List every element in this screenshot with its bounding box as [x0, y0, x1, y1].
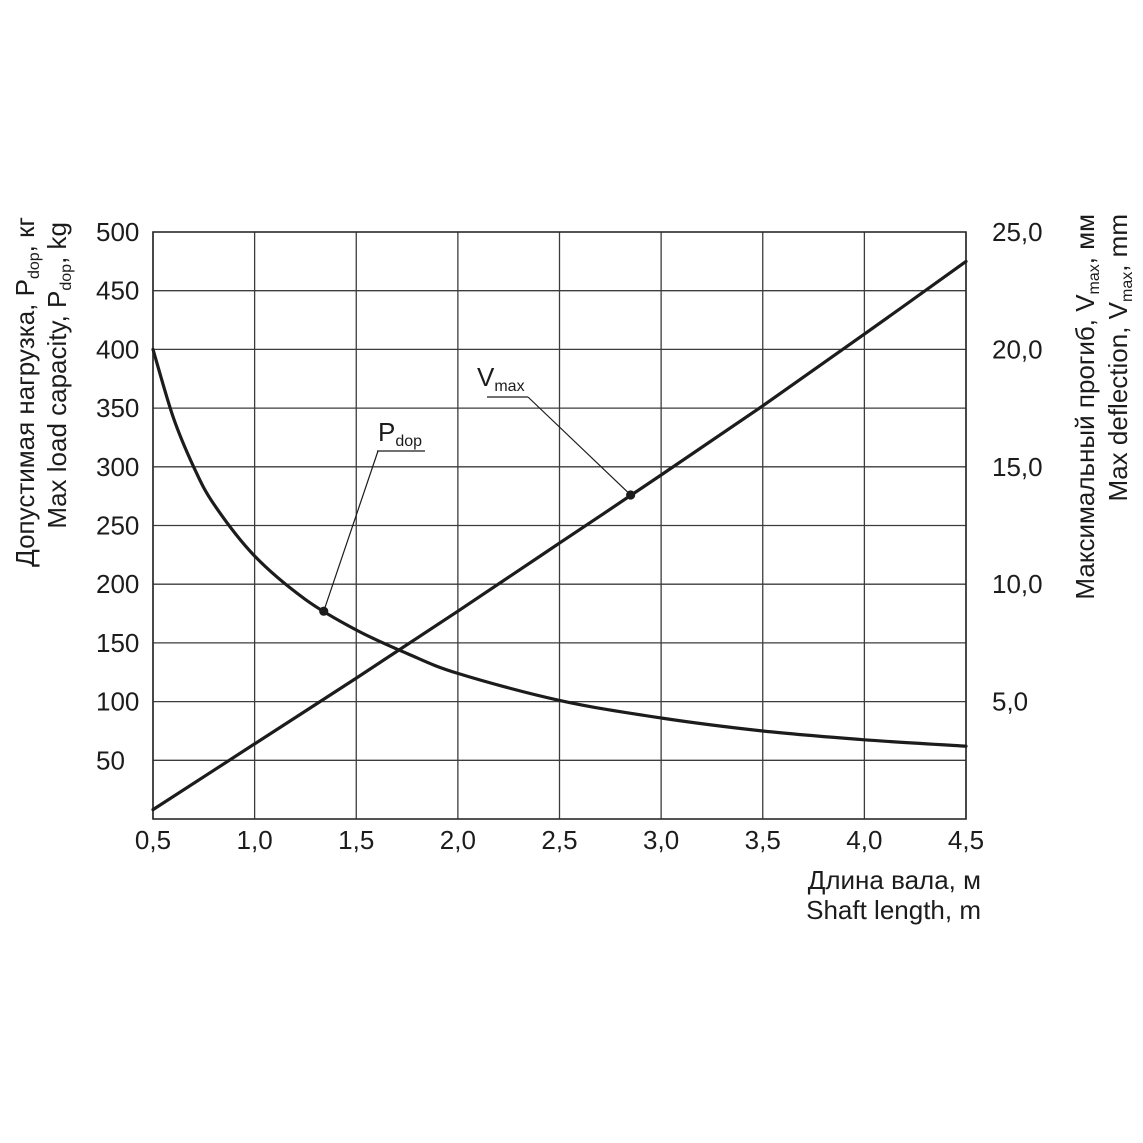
- y-left-axis-title-en-sub: dop: [58, 264, 75, 291]
- x-tick-label: 0,5: [135, 825, 171, 855]
- y-left-axis-title-ru-unit: , кг: [10, 217, 40, 252]
- y-left-tick-label: 150: [96, 628, 139, 658]
- x-tick-label: 2,0: [440, 825, 476, 855]
- x-tick-label: 2,5: [541, 825, 577, 855]
- y-left-tick-label: 100: [96, 687, 139, 717]
- annotation-v-sub: max: [494, 378, 524, 395]
- series-p-dop: [151, 347, 968, 748]
- x-axis-title-ru: Длина вала, м: [808, 865, 981, 895]
- y-left-axis-title-ru-sub: dop: [26, 252, 43, 279]
- series-line: [151, 259, 968, 812]
- series-layer: [151, 259, 968, 812]
- annotation-leader-line: [527, 396, 632, 496]
- y-left-tick-label: 250: [96, 511, 139, 541]
- y-right-axis-title-en-main: Max deflection, V: [1103, 301, 1133, 501]
- x-tick-label: 1,5: [338, 825, 374, 855]
- y-left-tick-label: 350: [96, 393, 139, 423]
- y-left-axis-title-en-unit: , kg: [42, 222, 72, 264]
- x-tick-labels: 0,5 1,0 1,5 2,0 2,5 3,0 3,5 4,0 4,5: [135, 825, 984, 855]
- series-marker-point: [319, 606, 329, 616]
- y-left-tick-label: 500: [96, 217, 139, 247]
- y-right-axis-title-ru-sub: max: [1086, 264, 1103, 294]
- annotation-p-main: P: [378, 417, 395, 447]
- y-left-axis-title-en-main: Max load capacity, P: [42, 291, 72, 529]
- annotation-label-v-max: Vmax: [477, 362, 525, 395]
- y-left-tick-label: 450: [96, 276, 139, 306]
- y-right-tick-label: 25,0: [992, 217, 1043, 247]
- y-left-axis-title-ru-main: Допустимая нагрузка, P: [10, 279, 40, 567]
- y-right-axis-title-ru: Максимальный прогиб, Vmax, мм: [1070, 214, 1103, 600]
- plot-border: [152, 231, 967, 820]
- x-tick-label: 1,0: [237, 825, 273, 855]
- y-right-axis-title-ru-unit: , мм: [1070, 214, 1100, 264]
- y-left-tick-label: 400: [96, 334, 139, 364]
- y-right-tick-label: 10,0: [992, 569, 1043, 599]
- annotations: Pdop Vmax: [377, 362, 528, 452]
- series-v-max: [151, 259, 968, 812]
- annotation-leader-line: [323, 450, 379, 612]
- y-left-tick-label: 300: [96, 452, 139, 482]
- y-left-tick-label: 50: [96, 745, 125, 775]
- series-line: [151, 347, 968, 748]
- y-right-axis-title-en: Max deflection, Vmax, mm: [1103, 214, 1136, 501]
- x-tick-label: 3,5: [745, 825, 781, 855]
- y-right-axis-title-en-unit: , mm: [1103, 214, 1133, 272]
- annotation-p-sub: dop: [395, 433, 422, 450]
- x-tick-label: 4,5: [948, 825, 984, 855]
- grid: [152, 232, 967, 819]
- y-right-tick-labels: 5,0 10,0 15,0 20,0 25,0: [992, 217, 1043, 717]
- y-left-axis-title-en: Max load capacity, Pdop, kg: [42, 222, 75, 529]
- y-left-tick-label: 200: [96, 569, 139, 599]
- x-tick-label: 3,0: [643, 825, 679, 855]
- annotation-label-p-dop: Pdop: [378, 417, 422, 450]
- x-axis-title-en: Shaft length, m: [806, 895, 981, 925]
- y-right-axis-title-en-sub: max: [1119, 272, 1136, 302]
- y-right-tick-label: 20,0: [992, 334, 1043, 364]
- y-right-axis-title-ru-main: Максимальный прогиб, V: [1070, 294, 1100, 600]
- annotation-v-main: V: [477, 362, 495, 392]
- y-right-tick-label: 15,0: [992, 452, 1043, 482]
- y-right-tick-label: 5,0: [992, 687, 1028, 717]
- x-tick-label: 4,0: [846, 825, 882, 855]
- y-left-axis-title-ru: Допустимая нагрузка, Pdop, кг: [10, 217, 43, 567]
- y-left-tick-labels: 50 100 150 200 250 300 350 400 450 500: [96, 217, 139, 775]
- series-marker-point: [626, 490, 636, 500]
